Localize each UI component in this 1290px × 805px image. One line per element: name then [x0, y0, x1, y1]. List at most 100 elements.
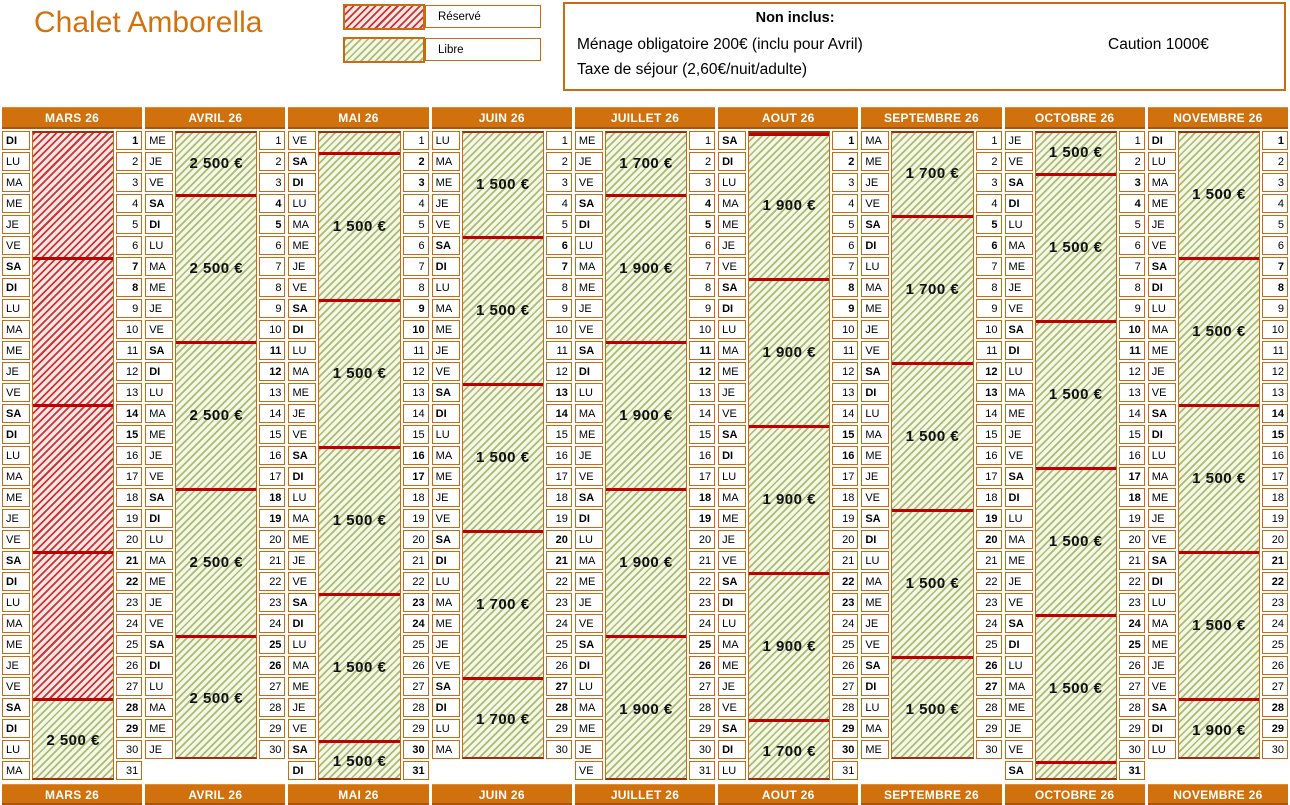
- price-label: 2 500 €: [189, 406, 244, 424]
- day-number-cell: 6: [402, 236, 429, 255]
- day-letter-cell: SA: [2, 404, 30, 423]
- changeover-line: [319, 446, 400, 449]
- day-number-cell: 28: [259, 698, 286, 717]
- day-number-cell: 19: [402, 509, 429, 528]
- day-number-cell: 10: [259, 320, 286, 339]
- day-number-cell: 28: [116, 698, 143, 717]
- day-number-cell: 4: [975, 194, 1002, 213]
- day-letter-cell: SA: [431, 383, 460, 402]
- day-number-cell: 4: [689, 194, 716, 213]
- day-letter-cell: DI: [574, 215, 603, 234]
- price-label: 1 500 €: [1192, 186, 1246, 203]
- day-letter-cell: JE: [145, 593, 174, 612]
- day-number-cell: 17: [259, 467, 286, 486]
- month-body: ME JE VE SA DI LU MA ME JE VE SA DI LU MA ME JE VE SA DI LU…: [574, 131, 716, 782]
- day-number-cell: 14: [1118, 404, 1145, 423]
- day-number-cell: 13: [689, 383, 716, 402]
- price-label: 1 900 €: [619, 406, 673, 424]
- day-number-cell: 13: [402, 383, 429, 402]
- day-letter-cell: ME: [718, 509, 747, 528]
- day-letter-cell: MA: [1147, 173, 1176, 192]
- changeover-line: [892, 362, 973, 365]
- day-letter-cell: DI: [2, 131, 30, 150]
- day-number-cell: 24: [975, 614, 1002, 633]
- day-letter-cell: MA: [2, 173, 30, 192]
- changeover-line: [33, 404, 114, 407]
- day-letter-cell: SA: [1004, 614, 1033, 633]
- day-letter-cell: SA: [861, 509, 890, 528]
- day-letter-cell: MA: [574, 404, 603, 423]
- day-number-cell: 22: [545, 572, 572, 591]
- day-letter-cell: DI: [718, 740, 747, 759]
- day-letter-cell: LU: [574, 677, 603, 696]
- day-number-cell: 31: [116, 761, 143, 780]
- day-number-cell: 28: [975, 698, 1002, 717]
- day-letter-cell: MA: [574, 698, 603, 717]
- month-body: DI LU MA ME JE VE SA DI LU MA ME JE VE SA DI LU MA ME JE VE…: [1147, 131, 1288, 782]
- day-letter-cell: VE: [1147, 677, 1176, 696]
- day-number-cell: 21: [545, 551, 572, 570]
- day-number-cell: 4: [116, 194, 143, 213]
- price-label: 1 500 €: [332, 511, 387, 529]
- day-number-cell: 3: [975, 173, 1002, 192]
- day-number-cell: 7: [116, 257, 143, 276]
- day-letter-column: DI LU MA ME JE VE SA DI LU MA ME JE VE SA DI LU MA ME JE VE…: [1147, 131, 1176, 782]
- day-letter-cell: JE: [1004, 278, 1033, 297]
- day-letter-cell: MA: [861, 719, 890, 738]
- day-letter-cell: MA: [145, 404, 174, 423]
- day-letter-cell: SA: [574, 341, 603, 360]
- day-number-cell: 10: [116, 320, 143, 339]
- day-letter-cell: VE: [718, 257, 747, 276]
- day-number-cell: 6: [545, 236, 572, 255]
- changeover-line: [892, 656, 973, 659]
- day-letter-cell: LU: [145, 530, 174, 549]
- day-letter-cell: LU: [2, 740, 30, 759]
- day-letter-cell: ME: [288, 677, 317, 696]
- day-number-cell: 25: [832, 635, 859, 654]
- availability-hatch: 1 500 € 1 500 € 1 500 € 1 700 € 1 700 €: [461, 131, 544, 759]
- month-body: SA DI LU MA ME JE VE SA DI LU MA ME JE VE SA DI LU MA ME JE…: [718, 131, 859, 782]
- day-number-cell: 20: [689, 530, 716, 549]
- day-letter-cell: SA: [431, 530, 460, 549]
- day-number-cell: 9: [832, 299, 859, 318]
- day-letter-cell: LU: [431, 425, 460, 444]
- day-letter-cell: ME: [1147, 635, 1176, 654]
- day-letter-column: SA DI LU MA ME JE VE SA DI LU MA ME JE VE SA DI LU MA ME JE…: [718, 131, 747, 782]
- day-number-cell: 24: [116, 614, 143, 633]
- day-letter-cell: ME: [861, 740, 890, 759]
- day-letter-cell: SA: [288, 740, 317, 759]
- day-number-cell: 16: [832, 446, 859, 465]
- day-letter-cell: ME: [861, 152, 890, 171]
- day-number-cell: 20: [259, 530, 286, 549]
- day-letter-cell: ME: [1147, 488, 1176, 507]
- day-letter-cell: LU: [145, 236, 174, 255]
- day-number-cell: 27: [1262, 677, 1288, 696]
- day-letter-cell: MA: [2, 761, 30, 780]
- day-number-cell: 2: [1262, 152, 1288, 171]
- day-letter-cell: JE: [288, 404, 317, 423]
- price-label: 1 900 €: [762, 196, 816, 214]
- day-number-cell: 22: [1118, 572, 1145, 591]
- day-number-cell: 12: [116, 362, 143, 381]
- day-number-column: 1 2 3 4 5 6 7 8 9 10 11 12 13 14 15 16 17 18 19 20 21 22 23 24 2…: [1118, 131, 1145, 782]
- day-letter-cell: ME: [145, 278, 174, 297]
- day-number-cell: 23: [116, 593, 143, 612]
- day-letter-cell: ME: [431, 173, 460, 192]
- legend-libre-label: Libre: [425, 38, 541, 61]
- day-number-column: 1 2 3 4 5 6 7 8 9 10 11 12 13 14 15 16 17 18 19 20 21 22 23 24 2…: [545, 131, 572, 782]
- day-letter-cell: JE: [2, 656, 30, 675]
- day-number-cell: 18: [975, 488, 1002, 507]
- day-letter-cell: VE: [1147, 236, 1176, 255]
- day-letter-cell: LU: [1004, 509, 1033, 528]
- day-number-cell: 5: [689, 215, 716, 234]
- day-letter-cell: DI: [288, 614, 317, 633]
- price-label: 1 700 €: [475, 711, 530, 728]
- day-letter-cell: SA: [1004, 761, 1033, 780]
- day-letter-cell: JE: [861, 467, 890, 486]
- day-number-column: 1 2 3 4 5 6 7 8 9 10 11 12 13 14 15 16 17 18 19 20 21 22 23 24 2…: [402, 131, 429, 782]
- day-number-cell: 17: [1118, 467, 1145, 486]
- day-number-cell: 5: [975, 215, 1002, 234]
- day-letter-cell: ME: [2, 194, 30, 213]
- month-body: VE SA DI LU MA ME JE VE SA DI LU MA ME JE VE SA DI LU MA ME…: [288, 131, 429, 782]
- day-letter-cell: VE: [288, 572, 317, 591]
